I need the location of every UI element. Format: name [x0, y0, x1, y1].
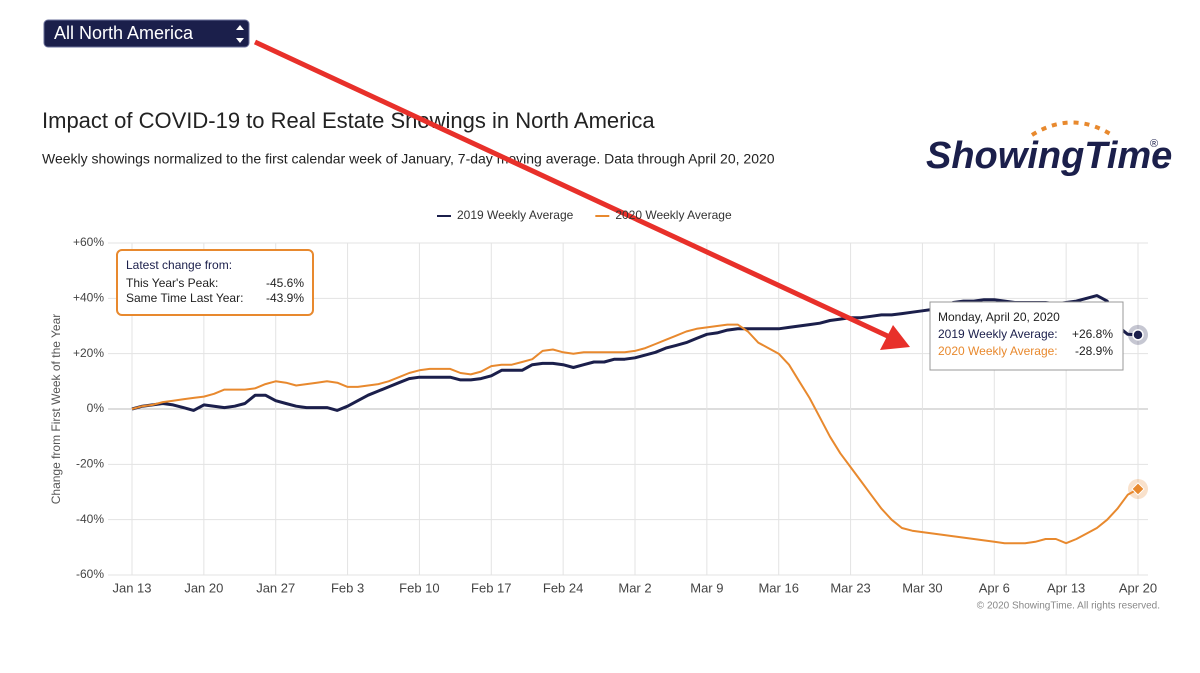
x-tick-label: Jan 20: [184, 580, 223, 595]
tooltip-date: Monday, April 20, 2020: [938, 310, 1060, 324]
tooltip-label: 2019 Weekly Average:: [938, 327, 1058, 341]
x-tick-label: Apr 13: [1047, 580, 1085, 595]
end-marker: [1132, 329, 1144, 341]
logo: ShowingTime ®: [926, 120, 1172, 177]
end-marker: [1131, 482, 1145, 496]
annotation-frame: [116, 249, 314, 316]
red-arrow: [253, 39, 910, 350]
arrow-head: [880, 325, 910, 350]
chart-title: Impact of COVID-19 to Real Estate Showin…: [42, 108, 655, 133]
y-tick-label: +60%: [73, 235, 104, 249]
dropdown-arrows: [236, 25, 244, 43]
y-axis-label: Change from First Week of the Year: [49, 314, 63, 505]
x-tick-label: Jan 13: [112, 580, 151, 595]
x-tick-label: Jan 27: [256, 580, 295, 595]
legend-label: 2019 Weekly Average: [457, 208, 574, 222]
arrow-shaft: [253, 39, 894, 341]
y-tick-label: +40%: [73, 291, 104, 305]
line: [131, 294, 1139, 412]
x-tick-label: Feb 24: [543, 580, 583, 595]
annotation-label: Same Time Last Year:: [126, 291, 243, 305]
dropdown[interactable]: All North America: [43, 19, 250, 48]
annotation-title: Latest change from:: [126, 258, 232, 272]
annotation-label: This Year's Peak:: [126, 276, 218, 290]
logo-mark: ®: [1150, 138, 1158, 150]
annotation-value: -43.9%: [266, 291, 304, 305]
dropdown-box[interactable]: [43, 19, 250, 48]
legend: 2019 Weekly Average 2020 Weekly Average: [437, 208, 732, 222]
y-tick-label: -60%: [76, 567, 104, 581]
y-tick-label: +20%: [73, 346, 104, 360]
x-tick-label: Mar 2: [618, 580, 651, 595]
annotation-value: -45.6%: [266, 276, 304, 290]
x-tick-label: Apr 20: [1119, 580, 1157, 595]
x-tick-label: Feb 3: [331, 580, 364, 595]
tooltip-frame: [929, 301, 1124, 371]
x-tick-label: Mar 16: [758, 580, 798, 595]
tooltip-value: +26.8%: [1072, 327, 1113, 341]
legend-label: 2020 Weekly Average: [615, 208, 732, 222]
y-tick-label: -20%: [76, 457, 104, 471]
tooltip-label: 2020 Weekly Average:: [938, 344, 1058, 358]
x-tick-label: Apr 6: [979, 580, 1010, 595]
y-tick-label: 0%: [87, 401, 105, 415]
x-tick-label: Mar 23: [830, 580, 870, 595]
chart-subtitle: Weekly showings normalized to the first …: [42, 151, 775, 167]
copyright: © 2020 ShowingTime. All rights reserved.: [977, 601, 1160, 612]
line: [131, 323, 1139, 545]
x-tick-label: Feb 17: [471, 580, 511, 595]
logo-text: ShowingTime: [926, 135, 1172, 177]
x-tick-label: Mar 9: [690, 580, 723, 595]
y-tick-label: -40%: [76, 512, 104, 526]
logo-arc: [1030, 120, 1114, 137]
tooltip: Monday, April 20, 2020 2019 Weekly Avera…: [929, 301, 1124, 371]
dropdown-label[interactable]: All North America: [54, 23, 194, 43]
x-tick-label: Mar 30: [902, 580, 942, 595]
annotation-box: Latest change from: This Year's Peak: -4…: [116, 249, 314, 316]
tooltip-value: -28.9%: [1075, 344, 1113, 358]
x-tick-label: Feb 10: [399, 580, 439, 595]
